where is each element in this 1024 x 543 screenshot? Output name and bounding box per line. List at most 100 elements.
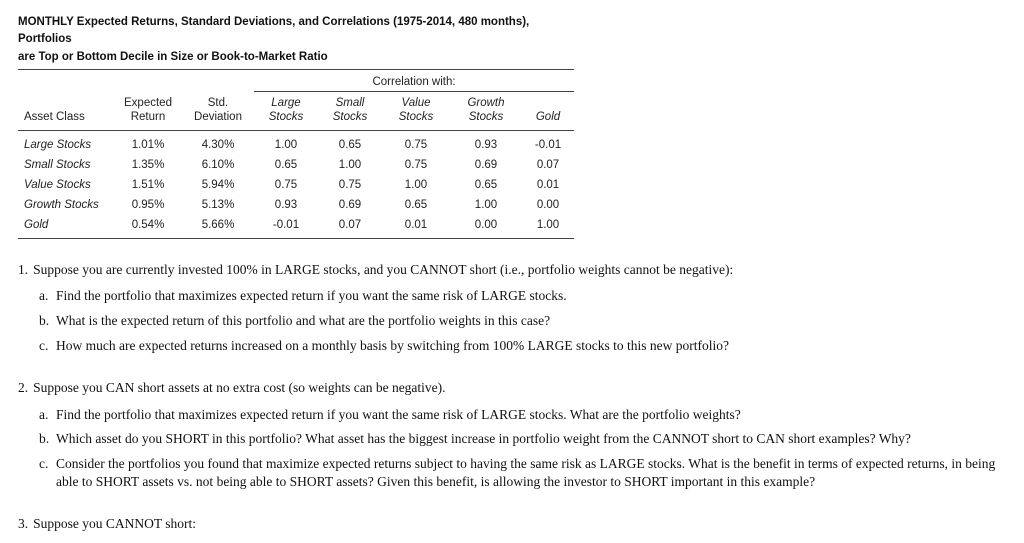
cell-asset-class: Large Stocks	[24, 138, 92, 151]
correlation-header-spacer	[18, 69, 254, 91]
cell-expected-return: 0.95%	[131, 198, 165, 211]
question-number: 3.	[18, 515, 29, 531]
table-row: Growth Stocks 0.95% 5.13% 0.93 0.69 0.65…	[18, 195, 574, 215]
part-text: Find the portfolio that maximizes expect…	[56, 288, 567, 304]
cell-corr-gold: 0.01	[536, 178, 560, 191]
question-part: c. How much are expected returns increas…	[39, 337, 1002, 355]
cell-corr-gold: 0.00	[536, 198, 560, 211]
col-header-std-deviation: Std. Deviation	[182, 91, 254, 131]
cell-std-deviation: 5.13%	[201, 198, 235, 211]
part-label: b.	[39, 313, 50, 329]
part-label: a.	[39, 406, 49, 422]
correlation-with-label: Correlation with:	[254, 69, 575, 92]
col-header-growth-stocks: Growth Stocks	[450, 91, 522, 131]
cell-corr-value: 0.65	[404, 198, 428, 211]
correlation-header-row: Correlation with:	[18, 69, 575, 92]
cell-corr-gold: 1.00	[522, 214, 575, 239]
question-1: 1. Suppose you are currently invested 10…	[18, 261, 1002, 355]
question-text: Suppose you CAN short assets at no extra…	[33, 379, 446, 395]
col-header-small-stocks: Small Stocks	[318, 91, 382, 131]
cell-corr-value: 1.00	[404, 178, 428, 191]
cell-asset-class: Value Stocks	[24, 178, 91, 191]
question-heading: 1. Suppose you are currently invested 10…	[18, 261, 1002, 279]
col-header-large-stocks: Large Stocks	[254, 91, 318, 131]
cell-std-deviation: 6.10%	[201, 158, 235, 171]
col-header-gold: Gold	[522, 91, 575, 131]
cell-corr-small: 0.65	[338, 138, 362, 151]
question-part: b. What is the expected return of this p…	[39, 312, 1002, 330]
part-text: Which asset do you SHORT in this portfol…	[56, 431, 911, 447]
cell-corr-large: 0.93	[274, 198, 298, 211]
table-title-line1: MONTHLY Expected Returns, Standard Devia…	[18, 16, 530, 46]
cell-expected-return: 1.51%	[131, 178, 165, 191]
cell-asset-class: Small Stocks	[24, 158, 91, 171]
column-header-row: Asset Class Expected Return Std. Deviation…	[18, 91, 575, 131]
part-label: c.	[39, 337, 49, 353]
cell-corr-value: 0.01	[382, 214, 450, 239]
cell-std-deviation: 5.66%	[182, 214, 254, 239]
part-label: a.	[39, 288, 49, 304]
col-header-asset-class: Asset Class	[18, 91, 114, 131]
cell-expected-return: 0.54%	[114, 214, 182, 239]
table-row: Small Stocks 1.35% 6.10% 0.65 1.00 0.75 …	[18, 155, 574, 175]
cell-expected-return: 1.35%	[131, 158, 165, 171]
cell-corr-growth: 0.69	[474, 158, 498, 171]
header-line: Growth	[467, 96, 505, 109]
header-line: Stocks	[332, 111, 368, 124]
question-number: 2.	[18, 379, 29, 395]
question-3: 3. Suppose you CANNOT short: a. What is …	[18, 515, 1002, 543]
table-title-line2: are Top or Bottom Decile in Size or Book…	[18, 50, 328, 63]
question-heading: 2. Suppose you CAN short assets at no ex…	[18, 379, 1002, 397]
header-line: Std.	[207, 96, 229, 109]
table-row: Gold 0.54% 5.66% -0.01 0.07 0.01 0.00 1.…	[18, 214, 575, 239]
part-text: Find the portfolio that maximizes expect…	[56, 406, 741, 422]
cell-asset-class: Gold	[18, 214, 114, 239]
cell-asset-class: Growth Stocks	[24, 198, 99, 211]
cell-corr-small: 0.07	[318, 214, 382, 239]
data-table: Correlation with: Asset Class Expected Re…	[18, 68, 575, 239]
question-part: b. Which asset do you SHORT in this port…	[39, 430, 1002, 448]
cell-corr-small: 0.69	[338, 198, 362, 211]
questions-section: 1. Suppose you are currently invested 10…	[18, 261, 1002, 543]
part-label: b.	[39, 431, 50, 447]
table-title: MONTHLY Expected Returns, Standard Devia…	[18, 14, 574, 66]
cell-corr-large: -0.01	[254, 214, 318, 239]
cell-std-deviation: 5.94%	[201, 178, 235, 191]
cell-corr-small: 1.00	[338, 158, 362, 171]
part-label: c.	[39, 456, 49, 472]
cell-corr-growth: 0.65	[474, 178, 498, 191]
header-line: Return	[130, 111, 166, 124]
header-line: Stocks	[398, 111, 434, 124]
part-text: How much are expected returns increased …	[56, 337, 729, 353]
question-part: a. Find the portfolio that maximizes exp…	[39, 406, 1002, 424]
cell-corr-growth: 0.00	[450, 214, 522, 239]
header-line: Expected	[124, 96, 172, 109]
cell-corr-large: 0.75	[274, 178, 298, 191]
cell-corr-growth: 1.00	[474, 198, 498, 211]
header-line: Small	[335, 96, 365, 109]
question-part: c. Consider the portfolios you found tha…	[39, 455, 1002, 491]
question-number: 1.	[18, 261, 29, 277]
part-text: What is the expected return of this port…	[56, 313, 551, 329]
cell-expected-return: 1.01%	[131, 138, 165, 151]
cell-std-deviation: 4.30%	[201, 138, 235, 151]
cell-corr-value: 0.75	[404, 158, 428, 171]
cell-corr-large: 1.00	[274, 138, 298, 151]
question-heading: 3. Suppose you CANNOT short:	[18, 515, 1002, 533]
part-text: Consider the portfolios you found that m…	[56, 456, 996, 489]
header-line: Stocks	[268, 111, 304, 124]
header-line: Stocks	[468, 111, 504, 124]
cell-corr-small: 0.75	[338, 178, 362, 191]
question-2: 2. Suppose you CAN short assets at no ex…	[18, 379, 1002, 491]
col-header-value-stocks: Value Stocks	[382, 91, 450, 131]
header-line: Value	[401, 96, 431, 109]
header-line: Large	[271, 96, 301, 109]
cell-corr-gold: 0.07	[536, 158, 560, 171]
question-part: a. Find the portfolio that maximizes exp…	[39, 287, 1002, 305]
cell-corr-growth: 0.93	[474, 138, 498, 151]
table-row: Large Stocks 1.01% 4.30% 1.00 0.65 0.75 …	[18, 130, 574, 155]
cell-corr-gold: -0.01	[534, 138, 562, 151]
returns-correlations-table: MONTHLY Expected Returns, Standard Devia…	[18, 14, 575, 239]
cell-corr-value: 0.75	[404, 138, 428, 151]
